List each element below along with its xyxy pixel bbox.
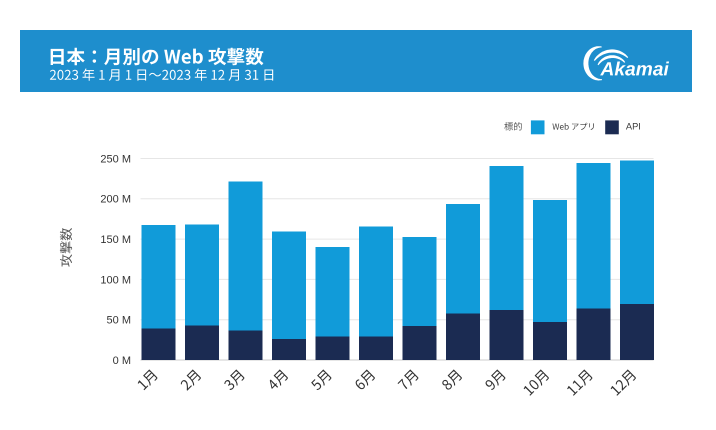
svg-text:API: API <box>626 122 641 132</box>
svg-text:250 M: 250 M <box>100 153 131 165</box>
svg-text:50 M: 50 M <box>107 315 131 327</box>
svg-text:200 M: 200 M <box>100 194 131 206</box>
svg-text:150 M: 150 M <box>100 234 131 246</box>
svg-text:0 M: 0 M <box>113 355 131 367</box>
svg-text:100 M: 100 M <box>100 274 131 286</box>
